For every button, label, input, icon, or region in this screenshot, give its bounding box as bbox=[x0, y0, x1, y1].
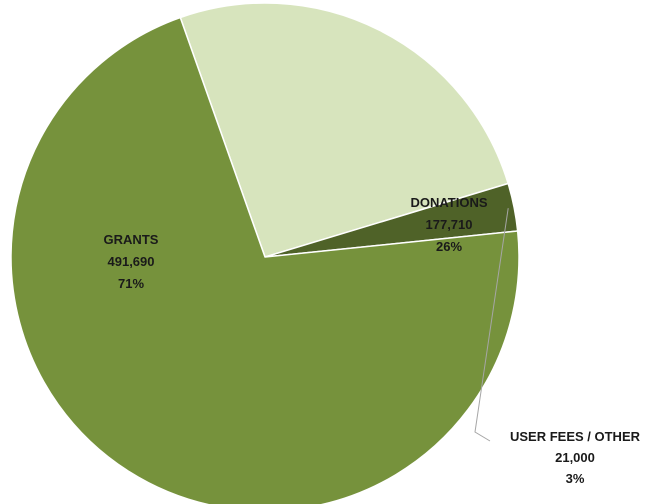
leader-line bbox=[474, 208, 509, 442]
data-label-user-fees-other-value: 21,000 bbox=[555, 450, 595, 465]
pie-slice-grants bbox=[10, 16, 520, 504]
data-label-grants-category: GRANTS bbox=[104, 232, 159, 247]
data-label-donations-category: DONATIONS bbox=[410, 195, 487, 210]
pie-slice-donations bbox=[179, 2, 509, 258]
data-label-donations-percent: 26% bbox=[436, 239, 462, 254]
data-label-grants-percent: 71% bbox=[118, 276, 144, 291]
data-label-donations-value: 177,710 bbox=[426, 217, 473, 232]
data-label-grants-value: 491,690 bbox=[108, 254, 155, 269]
data-label-user-fees-other-category: USER FEES / OTHER bbox=[510, 429, 641, 444]
data-label-user-fees-other-percent: 3% bbox=[566, 471, 585, 486]
